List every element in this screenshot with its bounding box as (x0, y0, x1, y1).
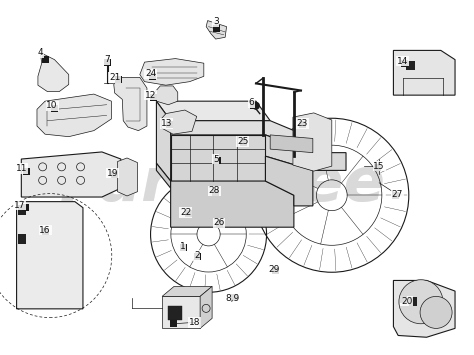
Text: 28: 28 (209, 186, 220, 196)
Bar (185, 210, 191, 217)
Bar (400, 296, 407, 304)
Bar (111, 171, 118, 178)
Bar (231, 294, 237, 301)
Bar (240, 139, 247, 146)
Bar (392, 192, 399, 200)
Bar (162, 296, 200, 328)
Bar (150, 94, 157, 101)
Bar (180, 244, 187, 251)
Text: 22: 22 (180, 208, 191, 217)
Polygon shape (156, 101, 270, 121)
Polygon shape (293, 113, 332, 171)
Bar (104, 59, 111, 66)
Text: PartsTree: PartsTree (60, 155, 386, 214)
Polygon shape (270, 135, 313, 153)
Bar (43, 56, 49, 63)
Polygon shape (21, 152, 121, 197)
Text: PartsTree: PartsTree (60, 155, 386, 214)
Text: 4: 4 (37, 48, 43, 57)
Bar (168, 306, 182, 320)
Polygon shape (393, 280, 455, 337)
Text: 26: 26 (213, 218, 225, 228)
Text: 12: 12 (145, 91, 156, 100)
Polygon shape (156, 163, 171, 188)
Bar (217, 221, 223, 228)
Bar (18, 234, 26, 244)
Text: 5: 5 (213, 154, 219, 164)
Text: 23: 23 (297, 119, 308, 128)
Text: 10: 10 (46, 101, 58, 110)
Text: 3: 3 (213, 17, 219, 26)
Polygon shape (37, 94, 111, 137)
Text: 13: 13 (161, 119, 173, 128)
Bar (406, 61, 415, 70)
Polygon shape (38, 53, 69, 92)
Circle shape (420, 296, 452, 328)
Bar (250, 102, 256, 109)
Text: 24: 24 (145, 69, 156, 78)
Polygon shape (162, 286, 212, 296)
Text: 1: 1 (180, 242, 185, 251)
Text: 8,9: 8,9 (225, 294, 239, 303)
Text: 15: 15 (374, 162, 385, 171)
Text: 11: 11 (16, 164, 27, 173)
Text: 6: 6 (248, 98, 254, 108)
Bar (43, 228, 49, 235)
Polygon shape (200, 286, 212, 328)
Text: 16: 16 (39, 225, 51, 235)
Polygon shape (140, 59, 204, 85)
Polygon shape (265, 156, 313, 206)
Polygon shape (114, 77, 147, 131)
Polygon shape (17, 202, 83, 309)
Bar (18, 205, 26, 215)
Bar (171, 320, 177, 327)
Bar (401, 60, 408, 67)
Polygon shape (156, 101, 171, 181)
Bar (116, 76, 122, 83)
Bar (149, 73, 155, 80)
Polygon shape (118, 158, 137, 196)
Bar (24, 168, 30, 175)
Text: 17: 17 (14, 201, 26, 210)
Polygon shape (171, 181, 294, 227)
Polygon shape (154, 86, 178, 105)
Polygon shape (171, 121, 313, 153)
Bar (166, 121, 173, 129)
Text: 7: 7 (104, 55, 109, 64)
Bar (213, 25, 220, 32)
Bar (272, 267, 279, 274)
Bar (22, 204, 29, 211)
Bar (51, 105, 57, 112)
Text: 18: 18 (189, 318, 200, 327)
Bar (374, 164, 381, 171)
Circle shape (399, 280, 443, 324)
Bar (212, 189, 219, 196)
Polygon shape (206, 21, 227, 39)
Text: 20: 20 (401, 296, 412, 306)
Polygon shape (265, 135, 346, 170)
Bar (300, 121, 306, 129)
Text: 29: 29 (268, 264, 280, 274)
Polygon shape (171, 135, 265, 181)
Text: 14: 14 (397, 56, 409, 66)
Polygon shape (393, 50, 455, 95)
Bar (409, 297, 417, 306)
Text: 27: 27 (392, 190, 403, 199)
Bar (214, 157, 221, 164)
Text: 2: 2 (194, 251, 200, 260)
Bar (194, 253, 201, 260)
Text: 19: 19 (107, 169, 118, 178)
Polygon shape (161, 110, 197, 134)
Text: 25: 25 (237, 137, 248, 146)
Circle shape (252, 102, 260, 110)
Text: 21: 21 (109, 73, 120, 82)
